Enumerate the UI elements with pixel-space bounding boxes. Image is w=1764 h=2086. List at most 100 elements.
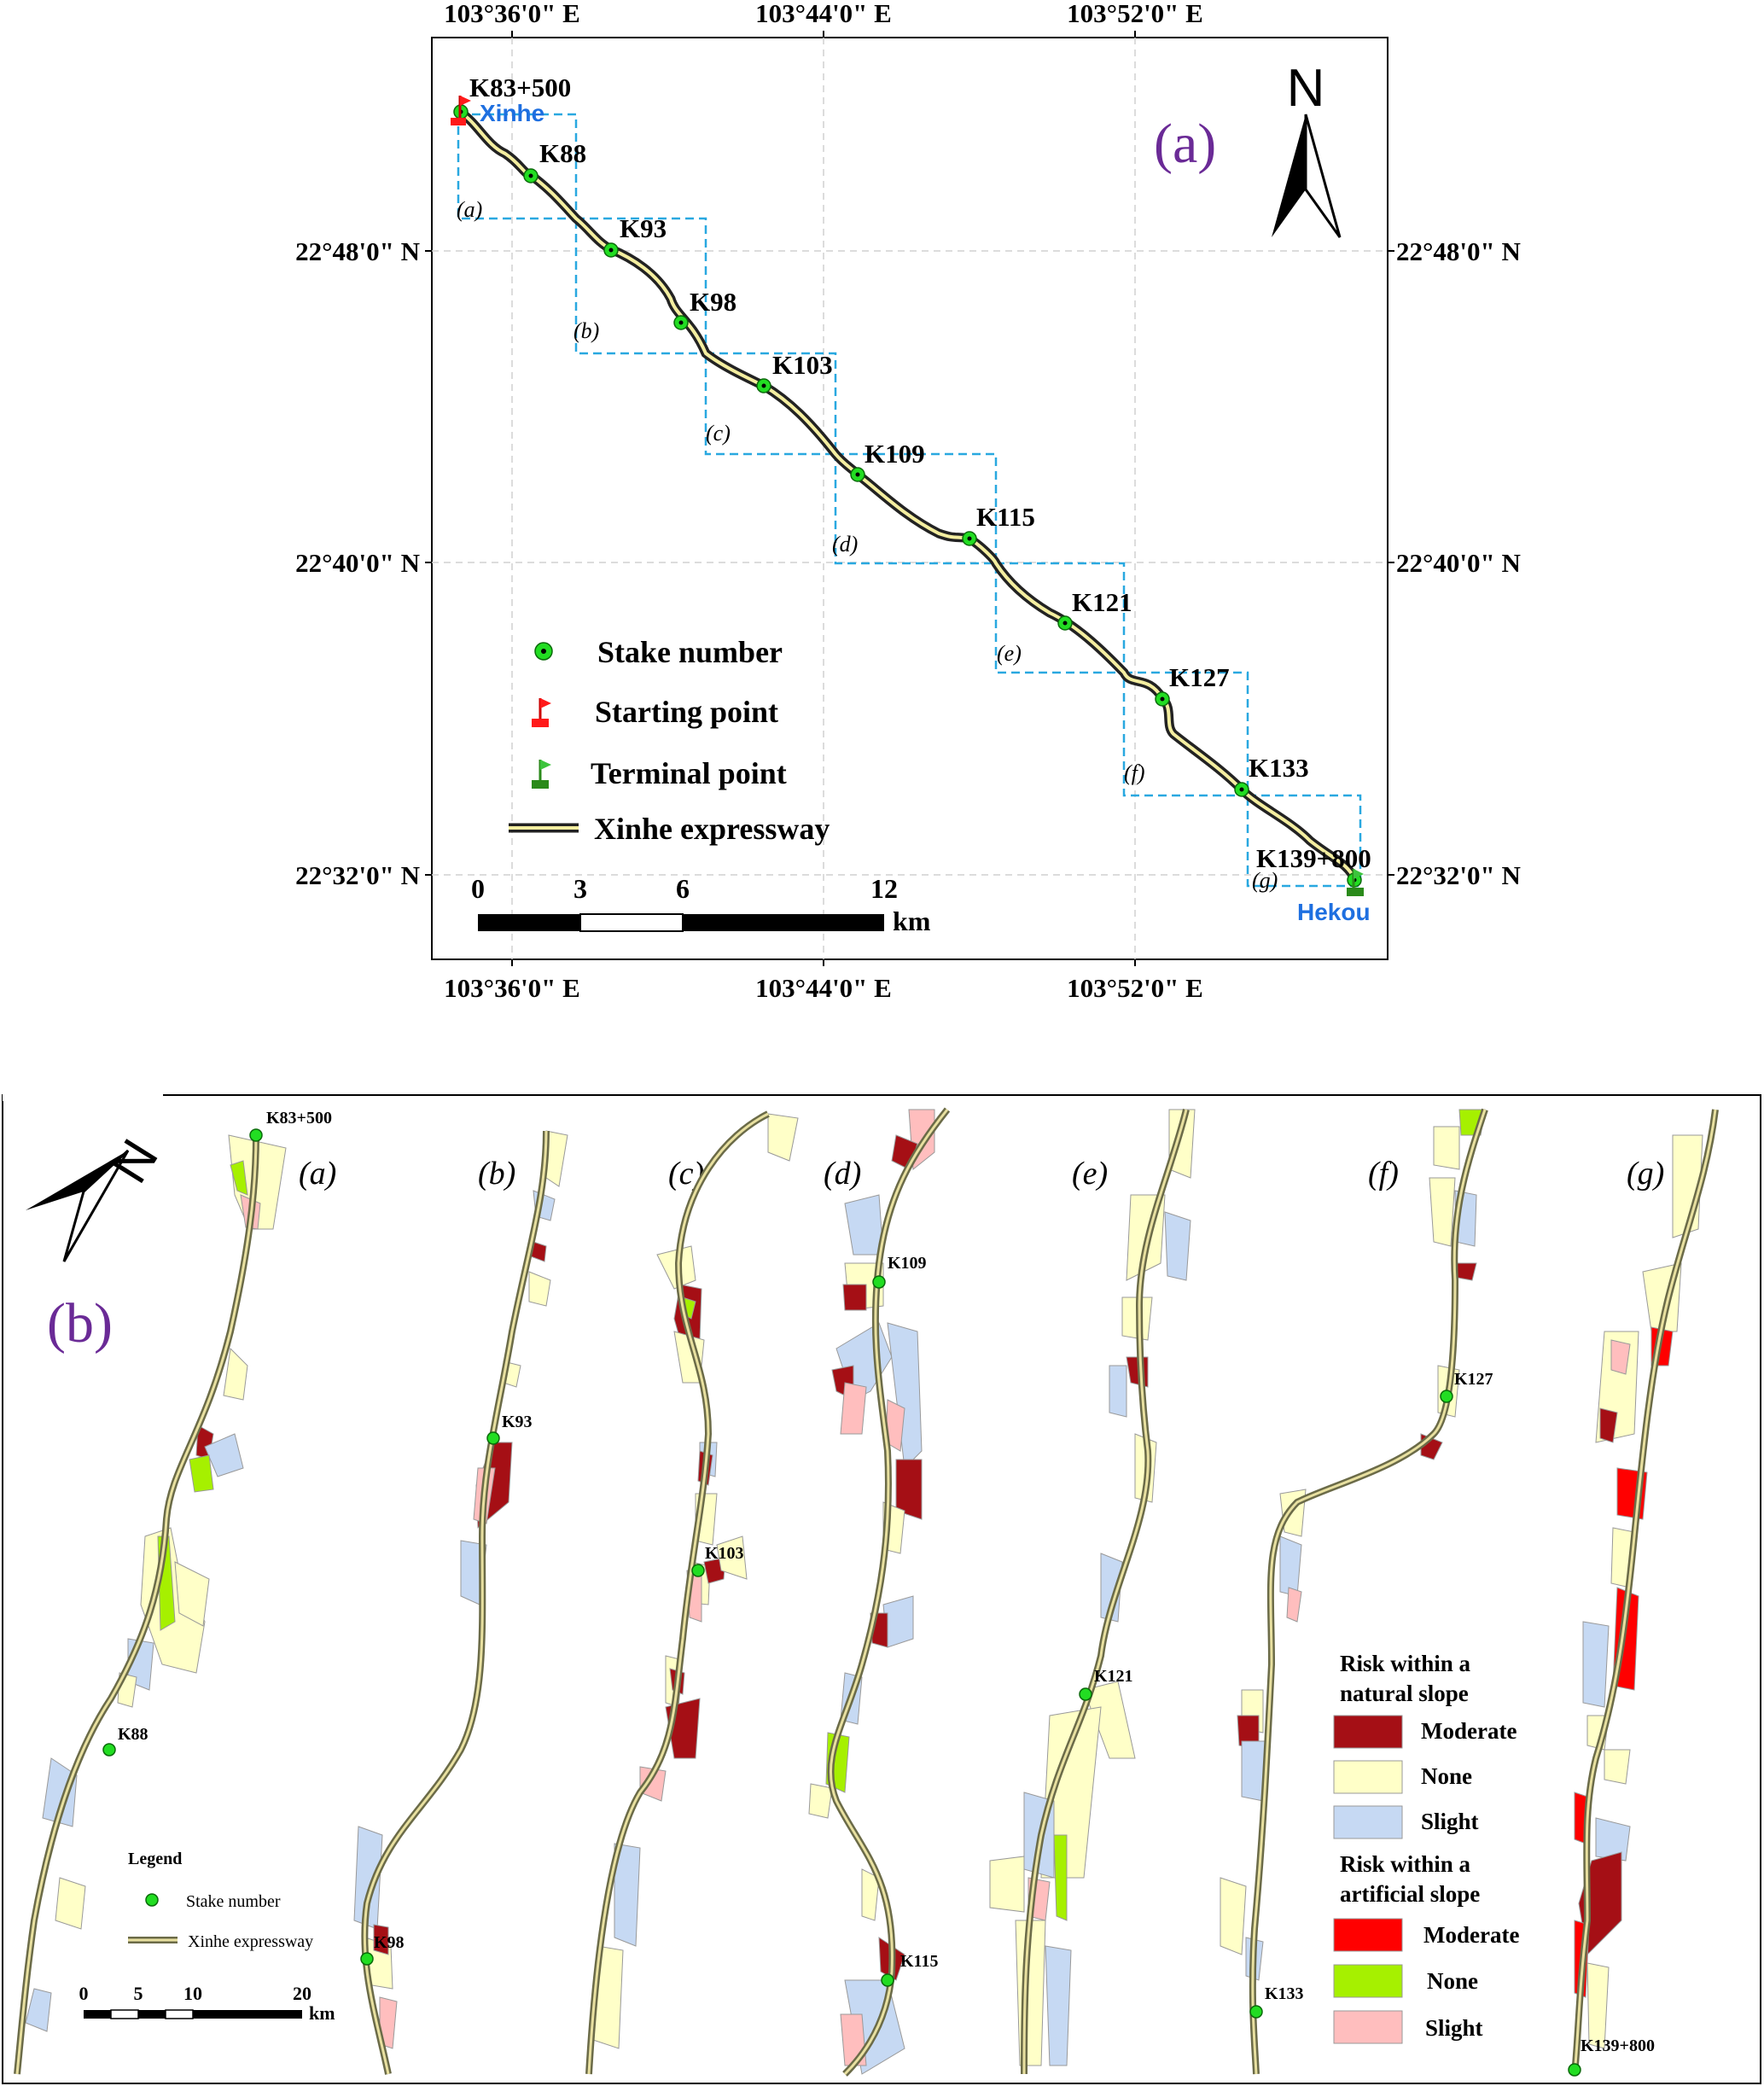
- legend-end-label: Terminal point: [591, 756, 787, 790]
- scale-tick-3: 3: [573, 873, 587, 904]
- strip-c-slopes: [592, 1113, 799, 2049]
- stake-b-label-k98: K98: [374, 1933, 405, 1952]
- stake-b-label-k115: K115: [900, 1952, 938, 1971]
- strip-label-f: (f): [1368, 1156, 1399, 1192]
- stake-label-k115: K115: [976, 502, 1035, 532]
- stake-points-b: [102, 1128, 1581, 2077]
- box-label-c: (c): [706, 421, 731, 446]
- strip-e-slopes: [989, 1109, 1196, 2066]
- stake-marker: [673, 315, 689, 330]
- stake-label-k88: K88: [539, 138, 586, 168]
- panel-b-label: (b): [47, 1292, 113, 1355]
- lat-label-right-1: 22°48'0" N: [1396, 236, 1521, 266]
- box-d: [834, 452, 998, 565]
- stake-marker: [1249, 2005, 1263, 2019]
- stake-label-k133: K133: [1249, 753, 1309, 783]
- lon-label-bottom-3: 103°52'0" E: [1067, 973, 1203, 1003]
- strip-label-a: (a): [299, 1156, 336, 1192]
- lat-label-left-2: 22°40'0" N: [295, 548, 420, 578]
- legend-road-label: Xinhe expressway: [594, 812, 830, 846]
- box-label-b: (b): [573, 318, 599, 343]
- strip-label-b: (b): [478, 1156, 515, 1192]
- stake-b-label-k88: K88: [118, 1725, 148, 1744]
- panel-a: 103°36'0" E 103°44'0" E 103°52'0" E 103°…: [295, 0, 1521, 1003]
- stake-label-k93: K93: [620, 213, 667, 243]
- stake-marker: [249, 1128, 263, 1142]
- stake-label-k103: K103: [772, 350, 833, 380]
- stake-marker: [360, 1952, 374, 1966]
- stake-label-k109: K109: [865, 439, 925, 469]
- stake-marker: [1234, 782, 1249, 797]
- lat-label-right-3: 22°32'0" N: [1396, 860, 1521, 890]
- stake-b-label-k103: K103: [705, 1544, 744, 1563]
- expressway-strips: [14, 1107, 1719, 2077]
- stake-label-k98: K98: [690, 287, 736, 317]
- start-flag-icon: [451, 96, 471, 125]
- stake-label-k83: K83+500: [469, 73, 571, 102]
- lon-label-top-2: 103°44'0" E: [755, 0, 892, 28]
- risk-artificial-moderate: Moderate: [1423, 1922, 1519, 1948]
- panel-b-small-legend: Legend Stake number Xinhe expressway: [128, 1850, 313, 1951]
- stake-marker: [850, 467, 865, 482]
- box-label-d: (d): [832, 532, 858, 556]
- risk-artificial-slight: Slight: [1425, 2015, 1483, 2041]
- panel-b: N (b) (a) (b) (c) (d) (e) (f) (g): [2, 1087, 1761, 2084]
- box-e: [994, 562, 1126, 674]
- legend-start-flag-icon: [532, 698, 551, 727]
- stake-label-k127: K127: [1169, 662, 1230, 692]
- stake-points-a: [453, 104, 1362, 888]
- strip-label-e: (e): [1072, 1156, 1108, 1192]
- risk-natural-none: None: [1421, 1763, 1472, 1789]
- box-label-f: (f): [1124, 760, 1145, 785]
- stake-b-label-k127: K127: [1454, 1370, 1493, 1389]
- risk-legend: Risk within a natural slope Moderate Non…: [1333, 1651, 1519, 2044]
- risk-artificial-none: None: [1427, 1968, 1478, 1994]
- stake-marker: [603, 242, 619, 258]
- box-label-a: (a): [457, 197, 482, 222]
- panel-a-legend: Stake number Starting point Terminal poi…: [509, 635, 830, 846]
- legend-stake-icon: [534, 642, 553, 661]
- small-legend-stake-icon: [145, 1893, 159, 1907]
- scale-tick-6: 6: [676, 873, 690, 904]
- box-a: [457, 113, 578, 220]
- stake-marker: [691, 1564, 705, 1577]
- frame-ticks: [425, 31, 1394, 966]
- legend-end-flag-icon: [532, 760, 551, 789]
- panel-a-scalebar: 0 3 6 12 km: [471, 873, 931, 936]
- risk-natural-slight: Slight: [1421, 1809, 1479, 1834]
- swatch-artificial-moderate: [1333, 1918, 1403, 1952]
- small-legend-title: Legend: [128, 1850, 182, 1868]
- north-letter: N: [1287, 59, 1325, 118]
- stake-marker: [756, 378, 771, 393]
- stake-marker: [1057, 615, 1073, 631]
- panel-b-scalebar: 0 5 10 20 km: [79, 1983, 335, 2024]
- stake-b-label-k139: K139+800: [1581, 2036, 1655, 2055]
- swatch-natural-slight: [1333, 1805, 1403, 1839]
- swatch-natural-none: [1333, 1760, 1403, 1794]
- stake-marker: [1440, 1390, 1453, 1403]
- swatch-natural-moderate: [1333, 1715, 1403, 1749]
- small-legend-road-label: Xinhe expressway: [188, 1932, 313, 1951]
- risk-natural-title-2: natural slope: [1340, 1681, 1469, 1706]
- legend-stake-label: Stake number: [597, 635, 783, 669]
- stake-marker: [872, 1275, 886, 1289]
- scale-b-unit: km: [309, 2002, 335, 2024]
- stake-marker: [102, 1743, 116, 1757]
- scale-b-tick-20: 20: [293, 1983, 311, 2004]
- stake-marker: [523, 168, 539, 184]
- stake-b-label-k109: K109: [888, 1254, 927, 1273]
- end-place-name: Hekou: [1297, 899, 1371, 925]
- stake-marker: [1079, 1687, 1092, 1701]
- panel-a-frame: [431, 37, 1388, 960]
- box-g: [1246, 794, 1362, 888]
- swatch-artificial-none: [1333, 1964, 1403, 1998]
- stake-b-label-k133: K133: [1265, 1984, 1304, 2003]
- stake-marker: [881, 1973, 894, 1987]
- start-place-name: Xinhe: [480, 100, 544, 126]
- stake-marker: [1155, 691, 1170, 707]
- stake-label-k121: K121: [1072, 587, 1132, 617]
- stake-marker: [962, 531, 977, 546]
- box-label-g: (g): [1252, 868, 1278, 893]
- scale-tick-0: 0: [471, 873, 485, 904]
